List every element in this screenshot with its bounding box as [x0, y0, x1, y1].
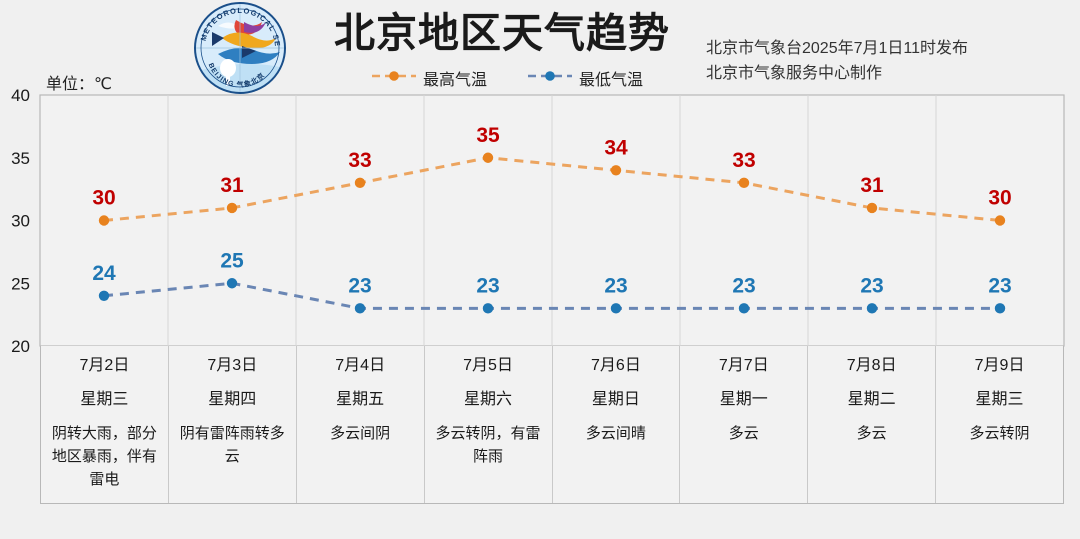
forecast-date: 7月8日	[846, 357, 897, 374]
data-point-marker	[994, 303, 1006, 314]
data-point-label: 30	[92, 187, 115, 210]
legend-item-low: 最低气温	[527, 66, 643, 90]
forecast-weekday: 星期四	[208, 391, 257, 408]
y-axis-tick-label: 25	[11, 274, 30, 293]
data-point-marker	[98, 215, 110, 226]
forecast-date: 7月3日	[207, 357, 258, 374]
data-point-label: 23	[604, 274, 627, 297]
forecast-date: 7月5日	[463, 357, 513, 374]
forecast-column[interactable]: 7月8日星期二多云	[808, 346, 937, 503]
forecast-weekday: 星期日	[591, 391, 640, 408]
data-point-label: 23	[476, 274, 499, 297]
forecast-weekday: 星期六	[464, 391, 513, 408]
forecast-date: 7月9日	[974, 357, 1025, 374]
data-point-label: 23	[348, 274, 371, 297]
forecast-column[interactable]: 7月6日星期日多云间晴	[553, 346, 681, 503]
page-title: 北京地区天气趋势	[334, 10, 670, 56]
data-point-marker	[482, 303, 494, 314]
data-point-label: 34	[604, 136, 628, 159]
beijing-meteorological-service-logo: METEOROLOGICAL SERVICE BEIJING 气象北京	[185, 0, 292, 94]
series-low-temperature	[98, 278, 1006, 314]
chart-legend: 最高气温 最低气温	[342, 66, 672, 90]
forecast-weekday: 星期三	[80, 391, 129, 408]
header: METEOROLOGICAL SERVICE BEIJING 气象北京 北京地区…	[0, 0, 1080, 94]
forecast-date: 7月6日	[591, 357, 641, 374]
data-point-label: 30	[988, 187, 1011, 210]
forecast-condition: 多云间阴	[330, 425, 391, 442]
forecast-weekday: 星期二	[847, 391, 896, 408]
y-axis-tick-label: 30	[11, 212, 30, 231]
forecast-condition: 多云转阴	[969, 425, 1030, 442]
series-line	[103, 281, 1000, 310]
data-point-marker	[354, 303, 366, 314]
data-point-label: 25	[220, 249, 244, 272]
forecast-column[interactable]: 7月7日星期一多云	[680, 346, 809, 503]
legend-label-high: 最高气温	[422, 72, 487, 89]
legend-item-high: 最高气温	[371, 66, 487, 90]
forecast-condition: 多云转阴，有雷阵雨	[435, 425, 541, 465]
data-point-label: 23	[860, 274, 883, 297]
data-point-label: 23	[732, 274, 755, 297]
data-point-label: 23	[988, 274, 1011, 297]
data-point-marker	[226, 278, 238, 289]
data-point-marker	[482, 152, 494, 163]
data-point-label: 31	[860, 174, 884, 197]
data-point-label: 33	[348, 149, 371, 172]
forecast-column[interactable]: 7月3日星期四阴有雷阵雨转多云	[169, 346, 297, 503]
data-point-marker	[994, 215, 1006, 226]
publisher-line-2: 北京市气象服务中心制作	[706, 65, 883, 82]
data-labels-high: 30 31 33 35 34 33 31 30	[92, 124, 1011, 210]
data-point-marker	[866, 303, 878, 314]
data-point-marker	[226, 202, 238, 214]
forecast-date: 7月4日	[335, 357, 386, 374]
forecast-column[interactable]: 7月2日星期三阴转大雨，部分地区暴雨，伴有雷电	[41, 346, 169, 503]
series-high-temperature	[98, 152, 1006, 226]
data-point-marker	[738, 303, 750, 314]
data-point-label: 31	[220, 174, 244, 197]
data-point-marker	[866, 202, 878, 214]
forecast-column[interactable]: 7月9日星期三多云转阴	[936, 346, 1063, 503]
series-line	[103, 156, 1001, 222]
forecast-date: 7月7日	[718, 357, 769, 374]
publisher-line-1: 北京市气象台2025年7月1日11时发布	[706, 40, 969, 57]
y-axis-tick-label: 20	[11, 337, 30, 356]
forecast-date: 7月2日	[79, 357, 130, 374]
forecast-condition: 多云	[728, 425, 759, 442]
forecast-condition: 多云间晴	[585, 425, 646, 442]
forecast-column[interactable]: 7月5日星期六多云转阴，有雷阵雨	[425, 346, 553, 503]
forecast-weekday: 星期三	[975, 391, 1024, 408]
legend-marker-low-icon	[527, 69, 573, 88]
data-point-marker	[98, 290, 110, 301]
data-labels-low: 24 25 23 23 23 23 23 23	[92, 249, 1011, 297]
forecast-condition: 阴转大雨，部分地区暴雨，伴有雷电	[51, 425, 157, 488]
legend-marker-high-icon	[371, 69, 417, 88]
data-point-label: 35	[476, 124, 500, 147]
forecast-weekday: 星期一	[719, 391, 768, 408]
column-separators	[167, 95, 937, 346]
data-point-marker	[738, 177, 750, 189]
data-point-marker	[610, 165, 622, 176]
forecast-condition: 多云	[856, 425, 887, 442]
unit-label: 单位：℃	[46, 76, 112, 93]
forecast-column[interactable]: 7月4日星期五多云间阴	[297, 346, 425, 503]
data-point-label: 33	[732, 149, 755, 172]
y-axis-tick-label: 35	[11, 149, 30, 168]
forecast-table: 7月2日 星期三 阴转大雨，部分地区暴雨，伴有雷电 7月3日 星期四 阴有雷阵雨转多云 7月…	[40, 346, 1064, 504]
forecast-condition: 阴有雷阵雨转多云	[179, 425, 285, 465]
publisher-info: 北京市气象台2025年7月1日11时发布 北京市气象服务中心制作	[706, 36, 968, 86]
forecast-weekday: 星期五	[336, 391, 385, 408]
legend-label-low: 最低气温	[579, 72, 644, 89]
data-point-marker	[354, 177, 366, 189]
data-point-marker	[610, 303, 622, 314]
plot-area-background	[39, 94, 1065, 347]
data-point-label: 24	[92, 262, 116, 285]
